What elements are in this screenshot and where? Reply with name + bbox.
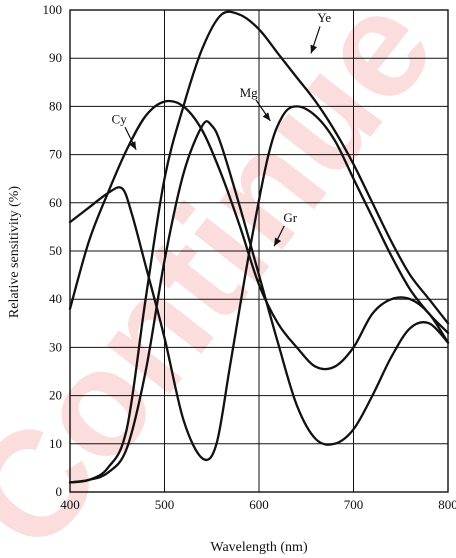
x-tick-label: 500 xyxy=(155,497,175,512)
arrowhead-gr xyxy=(274,237,282,247)
series-line-ye xyxy=(68,10,450,484)
series-line-gr xyxy=(68,120,450,484)
series-label-gr: Gr xyxy=(283,210,297,225)
series-label-cy: Cy xyxy=(112,111,128,126)
series-line-cy xyxy=(68,99,450,371)
y-tick-label: 30 xyxy=(49,339,62,354)
y-tick-label: 10 xyxy=(49,436,62,451)
y-tick-label: 80 xyxy=(49,98,62,113)
series-label-mg: Mg xyxy=(240,85,259,100)
y-tick-label: 0 xyxy=(56,484,63,499)
x-tick-label: 800 xyxy=(438,497,456,512)
x-tick-label: 700 xyxy=(344,497,364,512)
y-tick-label: 50 xyxy=(49,243,62,258)
arrowhead-cy xyxy=(129,141,137,150)
y-tick-label: 100 xyxy=(43,2,63,17)
arrowhead-mg xyxy=(262,112,271,121)
x-tick-label: 600 xyxy=(249,497,269,512)
y-tick-label: 60 xyxy=(49,195,62,210)
plot-frame xyxy=(69,9,449,493)
y-tick-label: 20 xyxy=(49,388,62,403)
tick-labels: 400 500 600 700 800 0 10 20 30 40 50 60 70 80 90 100 xyxy=(43,2,456,512)
series-labels: Ye Mg Cy Gr xyxy=(112,10,331,247)
arrowhead-ye xyxy=(310,44,318,54)
y-tick-label: 70 xyxy=(49,147,62,162)
series-line-mg xyxy=(68,105,450,462)
x-tick-label: 400 xyxy=(60,497,80,512)
x-axis-title: Wavelength (nm) xyxy=(210,540,308,555)
y-tick-label: 40 xyxy=(49,291,62,306)
series-label-ye: Ye xyxy=(317,10,331,25)
y-tick-label: 90 xyxy=(49,50,62,65)
y-axis-title: Relative sensitivity (%) xyxy=(7,186,22,319)
series-lines xyxy=(68,10,450,484)
